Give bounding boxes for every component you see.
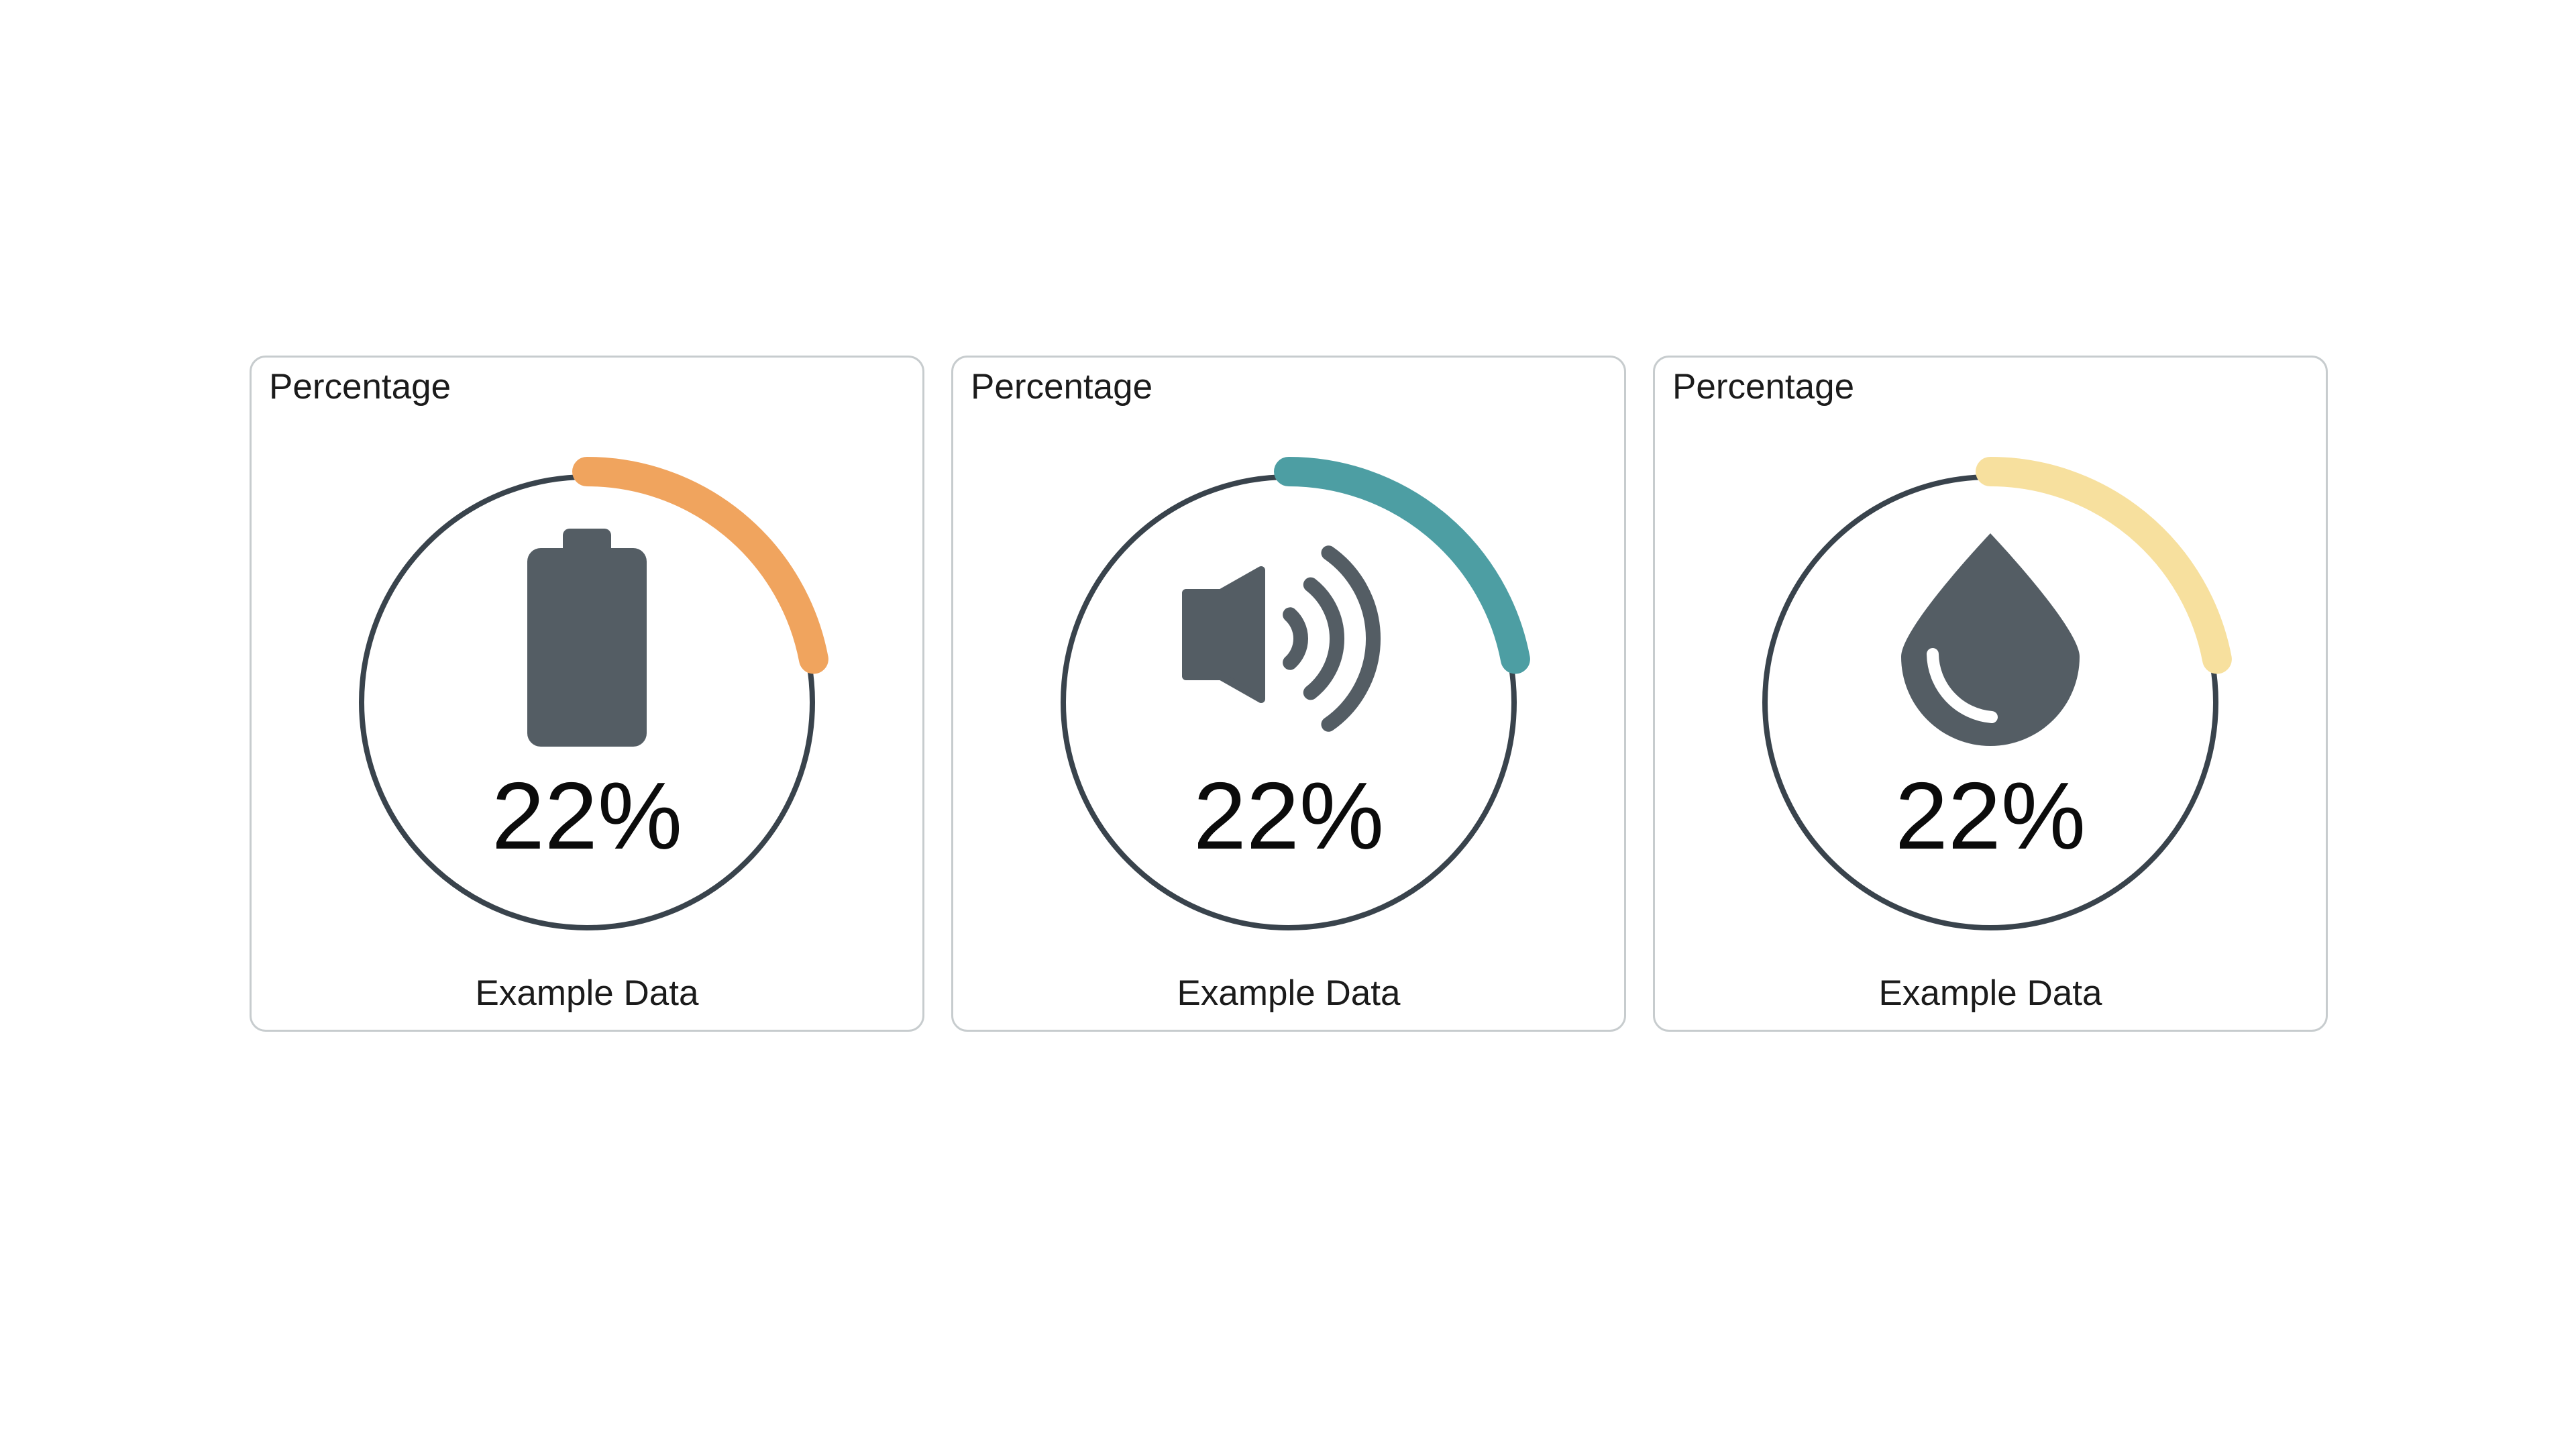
sound-wave-large (1321, 545, 1381, 732)
gauge-chart: 22% (1762, 457, 2232, 930)
volume-icon (1182, 545, 1381, 732)
sound-wave-small (1283, 607, 1308, 670)
gauge-chart: 22% (359, 457, 828, 930)
speaker-cone (1182, 566, 1265, 703)
card-footer-label: Example Data (1177, 973, 1401, 1013)
card-title: Percentage (269, 367, 451, 407)
card-footer-label: Example Data (1878, 973, 2102, 1013)
gauge-progress-arc (1274, 457, 1530, 674)
droplet-icon (1901, 533, 2080, 746)
sound-wave-medium (1303, 577, 1344, 700)
battery-body (527, 548, 647, 747)
gauge-card-battery: Percentage 22% Example Data (250, 356, 924, 1032)
gauge-value: 22% (1895, 763, 2086, 869)
card-title: Percentage (1672, 367, 1855, 407)
gauge-value: 22% (1193, 763, 1384, 869)
gauge-value: 22% (492, 763, 682, 869)
droplet-highlight (1927, 648, 1998, 723)
card-title: Percentage (971, 367, 1153, 407)
battery-icon (527, 529, 647, 747)
gauge-card-droplet: Percentage 22% Example Data (1653, 356, 2328, 1032)
gauge-card-row: Percentage 22% Example Data Percentage 2… (250, 356, 2328, 1032)
gauge-card-volume: Percentage 22% Example Data (951, 356, 1626, 1032)
gauge-progress-arc (1976, 457, 2232, 674)
gauge-chart: 22% (1061, 457, 1530, 930)
gauge-progress-arc (572, 457, 828, 674)
card-footer-label: Example Data (475, 973, 699, 1013)
